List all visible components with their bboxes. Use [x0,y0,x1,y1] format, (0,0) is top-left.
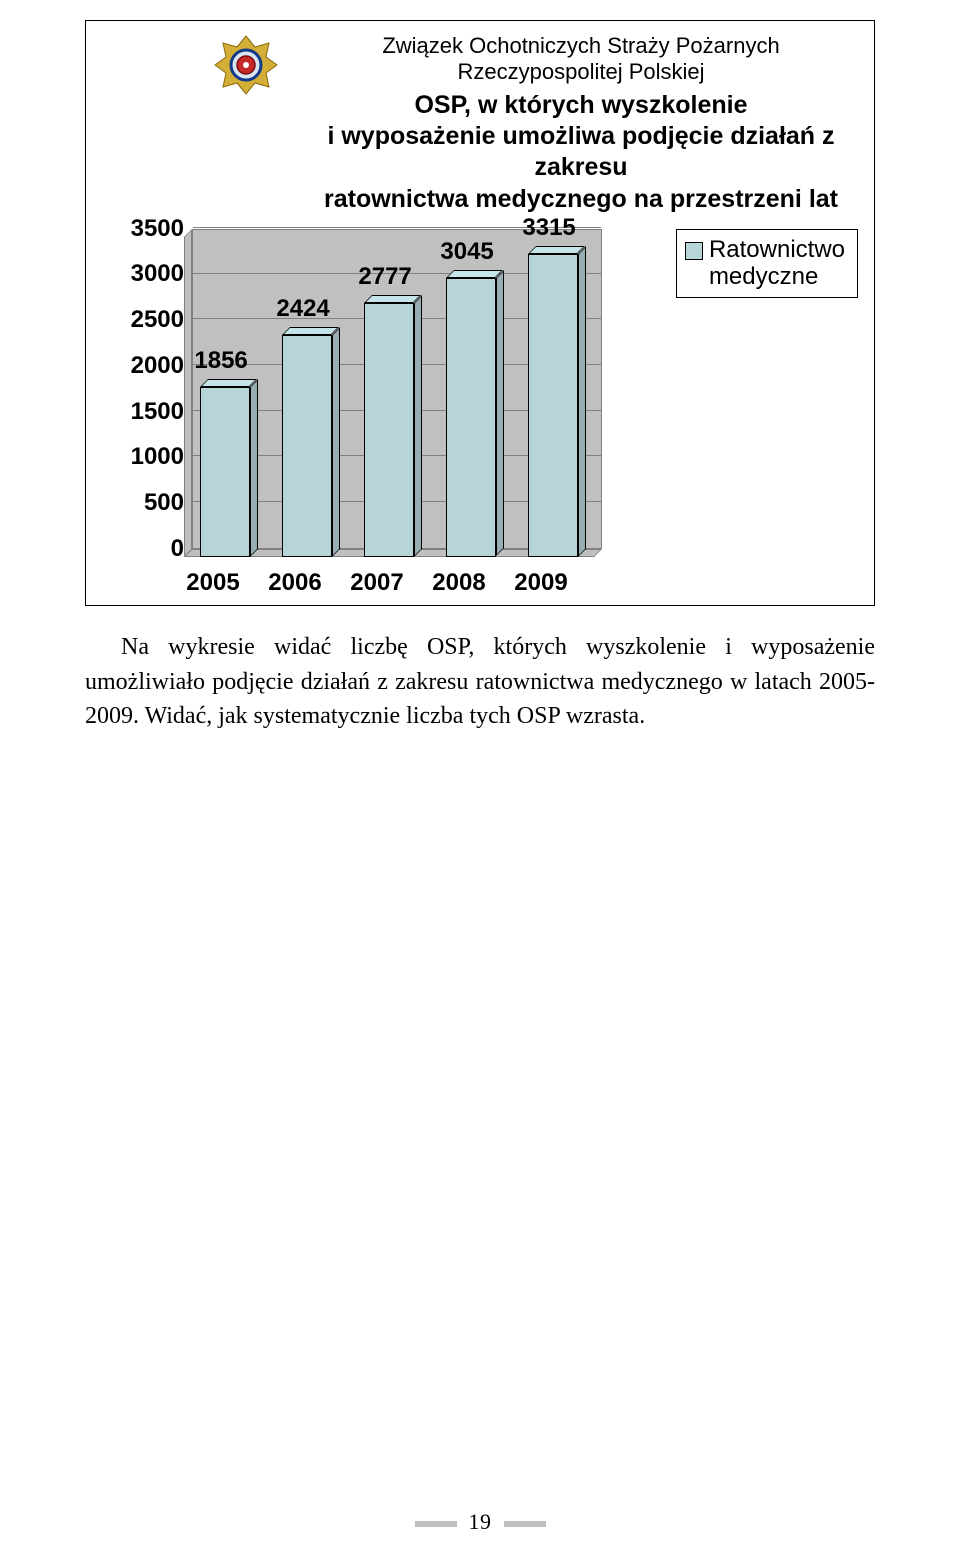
bar-value-label: 2424 [276,295,329,323]
bar-top [282,327,339,335]
title-line1: OSP, w których wyszkolenie [414,91,747,119]
footer-dash-right [504,1521,546,1527]
legend: Ratownictwo medyczne [676,229,858,298]
plot-wrap: 18562424277730453315 [184,229,602,557]
x-tick-label: 2006 [254,569,336,597]
org-line1: Związek Ochotniczych Straży Pożarnych [382,33,779,58]
x-tick-label: 2005 [172,569,254,597]
plot-row: 3500300025002000150010005000 1856 2424 277… [102,229,664,557]
bar-top [446,270,503,278]
legend-line1: Ratownictwo [709,236,845,263]
zosp-badge-icon [214,33,278,97]
chart-header: Związek Ochotniczych Straży Pożarnych Rz… [94,29,866,215]
bar-side [414,295,422,557]
page: Związek Ochotniczych Straży Pożarnych Rz… [0,0,960,1561]
bar-top [364,295,421,303]
org-name: Związek Ochotniczych Straży Pożarnych Rz… [296,33,866,86]
page-footer: 19 [0,1509,960,1535]
org-line2: Rzeczypospolitej Polskiej [458,59,705,84]
bar [446,278,495,556]
caption-text: Na wykresie widać liczbę OSP, których wy… [85,630,875,734]
y-axis: 3500300025002000150010005000 [102,229,184,549]
bar-side [578,246,586,557]
bar-value-label: 3315 [522,214,575,242]
chart-area: 3500300025002000150010005000 1856 2424 277… [94,215,866,597]
chart-container: Związek Ochotniczych Straży Pożarnych Rz… [85,20,875,606]
title-line3: ratownictwa medycznego na przestrzeni la… [324,185,838,213]
bar-top [200,379,257,387]
legend-swatch [685,242,703,260]
bar-value-label: 1856 [194,347,247,375]
title-line2: i wyposażenie umożliwa podjęcie działań … [327,122,834,181]
bar-side [496,270,504,556]
x-tick-label: 2008 [418,569,500,597]
x-tick-label: 2009 [500,569,582,597]
bar-top [528,246,585,254]
page-number: 19 [469,1509,492,1534]
bar-side [332,327,340,557]
chart-main: 3500300025002000150010005000 1856 2424 277… [102,229,664,597]
x-tick-label: 2007 [336,569,418,597]
bar-value-label: 3045 [440,238,493,266]
bar [528,254,577,557]
legend-text: Ratownictwo medyczne [709,236,845,291]
footer-dash-left [415,1521,457,1527]
bar [364,303,413,557]
bar [282,335,331,557]
chart-title: OSP, w których wyszkolenie i wyposażenie… [296,90,866,215]
bar-side [250,379,258,557]
chart-title-area: Związek Ochotniczych Straży Pożarnych Rz… [296,33,866,215]
bar [200,387,249,557]
legend-line2: medyczne [709,263,818,290]
bar-value-label: 2777 [358,263,411,291]
x-axis: 20052006200720082009 [172,569,582,597]
